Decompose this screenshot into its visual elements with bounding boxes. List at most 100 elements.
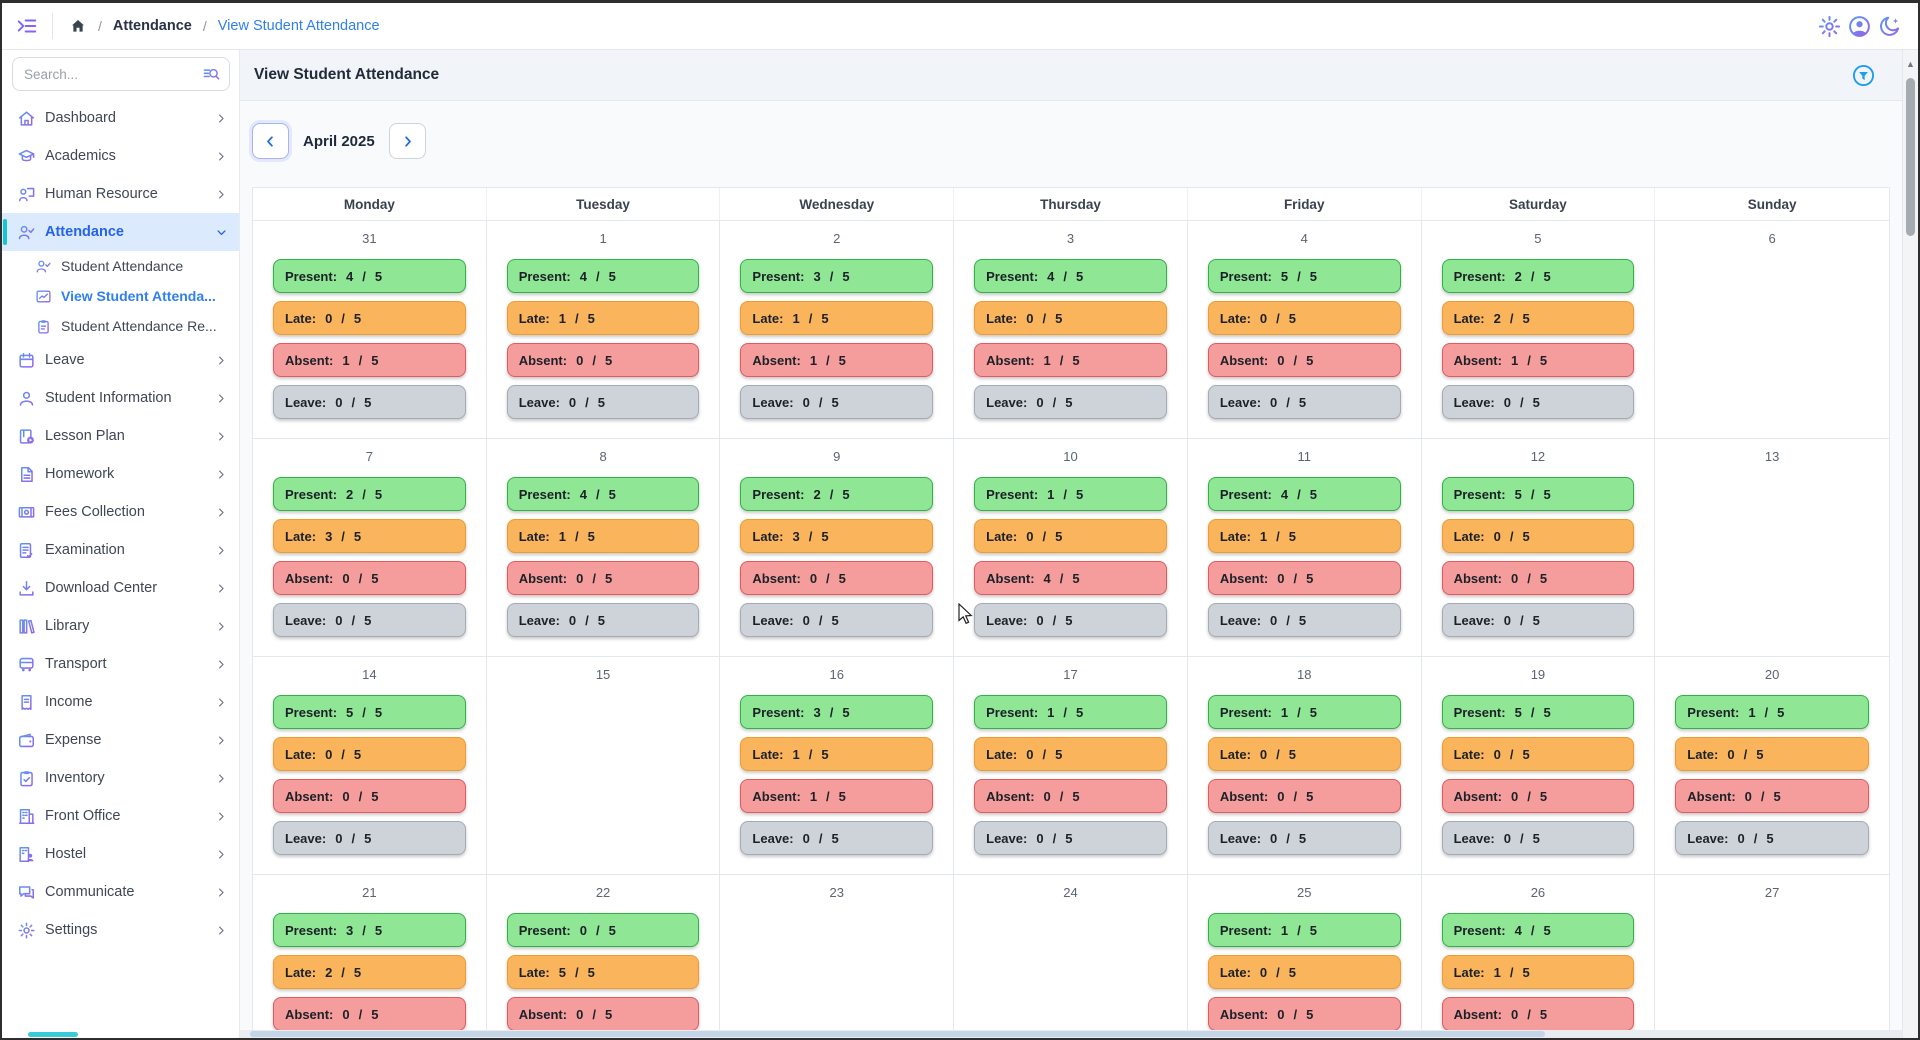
present-badge[interactable]: Present: 4/5 xyxy=(506,259,700,293)
next-month-button[interactable] xyxy=(388,123,426,159)
late-badge[interactable]: Late: 1/5 xyxy=(506,301,700,335)
late-badge[interactable]: Late: 0/5 xyxy=(974,519,1167,553)
calendar-day-cell[interactable]: 5 Present: 2/5 Late: 2/5 Absent: 1/5 Leave: 0/5 xyxy=(1422,221,1656,438)
leave-badge[interactable]: Leave: 0/5 xyxy=(740,821,934,855)
calendar-day-cell[interactable]: 23 xyxy=(720,875,955,1038)
absent-badge[interactable]: Absent: 0/5 xyxy=(506,997,700,1031)
present-badge[interactable]: Present: 4/5 xyxy=(1207,477,1401,511)
vertical-scrollbar[interactable]: ▲ xyxy=(1902,50,1918,1038)
search-icon[interactable] xyxy=(202,65,221,84)
sidebar-item-fees-collection[interactable]: Fees Collection xyxy=(2,493,239,531)
late-badge[interactable]: Late: 2/5 xyxy=(1441,301,1635,335)
absent-badge[interactable]: Absent: 0/5 xyxy=(1207,343,1401,377)
leave-badge[interactable]: Leave: 0/5 xyxy=(273,821,466,855)
sidebar-item-settings[interactable]: Settings xyxy=(2,911,239,949)
calendar-day-cell[interactable]: 13 xyxy=(1655,439,1889,656)
leave-badge[interactable]: Leave: 0/5 xyxy=(974,821,1167,855)
sidebar-item-expense[interactable]: Expense xyxy=(2,721,239,759)
present-badge[interactable]: Present: 2/5 xyxy=(1441,259,1635,293)
leave-badge[interactable]: Leave: 0/5 xyxy=(506,385,700,419)
sidebar-item-download-center[interactable]: Download Center xyxy=(2,569,239,607)
calendar-day-cell[interactable]: 18 Present: 1/5 Late: 0/5 Absent: 0/5 Leave: 0/5 xyxy=(1188,657,1422,874)
sidebar-subitem-view-student-attenda[interactable]: View Student Attenda... xyxy=(2,281,239,311)
late-badge[interactable]: Late: 0/5 xyxy=(273,737,466,771)
prev-month-button[interactable] xyxy=(252,123,289,159)
absent-badge[interactable]: Absent: 0/5 xyxy=(740,561,934,595)
late-badge[interactable]: Late: 0/5 xyxy=(1207,955,1401,989)
late-badge[interactable]: Late: 0/5 xyxy=(1441,519,1635,553)
horizontal-scrollbar-thumb[interactable] xyxy=(250,1031,1545,1037)
sidebar-item-academics[interactable]: Academics xyxy=(2,137,239,175)
calendar-day-cell[interactable]: 20 Present: 1/5 Late: 0/5 Absent: 0/5 Leave: 0/5 xyxy=(1655,657,1889,874)
absent-badge[interactable]: Absent: 4/5 xyxy=(974,561,1167,595)
leave-badge[interactable]: Leave: 0/5 xyxy=(974,603,1167,637)
present-badge[interactable]: Present: 1/5 xyxy=(1207,695,1401,729)
calendar-day-cell[interactable]: 31 Present: 4/5 Late: 0/5 Absent: 1/5 Leave: 0/5 xyxy=(253,221,487,438)
leave-badge[interactable]: Leave: 0/5 xyxy=(740,385,934,419)
sidebar-item-transport[interactable]: Transport xyxy=(2,645,239,683)
sidebar-item-lesson-plan[interactable]: Lesson Plan xyxy=(2,417,239,455)
absent-badge[interactable]: Absent: 0/5 xyxy=(1441,561,1635,595)
calendar-day-cell[interactable]: 17 Present: 1/5 Late: 0/5 Absent: 0/5 Leave: 0/5 xyxy=(954,657,1188,874)
calendar-day-cell[interactable]: 27 xyxy=(1655,875,1889,1038)
horizontal-scrollbar[interactable] xyxy=(240,1030,1902,1038)
late-badge[interactable]: Late: 0/5 xyxy=(1207,301,1401,335)
present-badge[interactable]: Present: 4/5 xyxy=(506,477,700,511)
absent-badge[interactable]: Absent: 1/5 xyxy=(273,343,466,377)
late-badge[interactable]: Late: 1/5 xyxy=(1207,519,1401,553)
calendar-day-cell[interactable]: 1 Present: 4/5 Late: 1/5 Absent: 0/5 Leave: 0/5 xyxy=(487,221,721,438)
sidebar-scrollbar-thumb[interactable] xyxy=(28,1032,78,1037)
absent-badge[interactable]: Absent: 0/5 xyxy=(974,779,1167,813)
leave-badge[interactable]: Leave: 0/5 xyxy=(740,603,934,637)
late-badge[interactable]: Late: 3/5 xyxy=(273,519,466,553)
late-badge[interactable]: Late: 0/5 xyxy=(273,301,466,335)
breadcrumb-current[interactable]: View Student Attendance xyxy=(217,18,380,34)
absent-badge[interactable]: Absent: 1/5 xyxy=(974,343,1167,377)
scroll-up-arrow[interactable]: ▲ xyxy=(1906,59,1915,69)
dark-mode-icon[interactable] xyxy=(1877,14,1902,39)
absent-badge[interactable]: Absent: 1/5 xyxy=(740,779,934,813)
sidebar-item-dashboard[interactable]: Dashboard xyxy=(2,99,239,137)
leave-badge[interactable]: Leave: 0/5 xyxy=(1207,385,1401,419)
late-badge[interactable]: Late: 2/5 xyxy=(273,955,466,989)
calendar-day-cell[interactable]: 24 xyxy=(954,875,1188,1038)
present-badge[interactable]: Present: 5/5 xyxy=(1441,695,1635,729)
present-badge[interactable]: Present: 5/5 xyxy=(1207,259,1401,293)
absent-badge[interactable]: Absent: 0/5 xyxy=(1207,779,1401,813)
calendar-day-cell[interactable]: 8 Present: 4/5 Late: 1/5 Absent: 0/5 Leave: 0/5 xyxy=(487,439,721,656)
absent-badge[interactable]: Absent: 0/5 xyxy=(273,997,466,1031)
present-badge[interactable]: Present: 3/5 xyxy=(740,695,934,729)
leave-badge[interactable]: Leave: 0/5 xyxy=(273,603,466,637)
sidebar-subitem-student-attendance-re[interactable]: Student Attendance Re... xyxy=(2,311,239,341)
sidebar-item-library[interactable]: Library xyxy=(2,607,239,645)
present-badge[interactable]: Present: 3/5 xyxy=(740,259,934,293)
sidebar-item-student-information[interactable]: Student Information xyxy=(2,379,239,417)
late-badge[interactable]: Late: 0/5 xyxy=(1441,737,1635,771)
calendar-day-cell[interactable]: 15 xyxy=(487,657,721,874)
absent-badge[interactable]: Absent: 0/5 xyxy=(506,561,700,595)
absent-badge[interactable]: Absent: 0/5 xyxy=(1675,779,1869,813)
present-badge[interactable]: Present: 1/5 xyxy=(1207,913,1401,947)
sidebar-item-inventory[interactable]: Inventory xyxy=(2,759,239,797)
late-badge[interactable]: Late: 1/5 xyxy=(740,737,934,771)
leave-badge[interactable]: Leave: 0/5 xyxy=(1441,385,1635,419)
absent-badge[interactable]: Absent: 0/5 xyxy=(273,779,466,813)
leave-badge[interactable]: Leave: 0/5 xyxy=(1441,603,1635,637)
calendar-day-cell[interactable]: 4 Present: 5/5 Late: 0/5 Absent: 0/5 Leave: 0/5 xyxy=(1188,221,1422,438)
sidebar-item-human-resource[interactable]: Human Resource xyxy=(2,175,239,213)
calendar-day-cell[interactable]: 3 Present: 4/5 Late: 0/5 Absent: 1/5 Leave: 0/5 xyxy=(954,221,1188,438)
present-badge[interactable]: Present: 2/5 xyxy=(273,477,466,511)
calendar-day-cell[interactable]: 16 Present: 3/5 Late: 1/5 Absent: 1/5 Leave: 0/5 xyxy=(720,657,955,874)
leave-badge[interactable]: Leave: 0/5 xyxy=(1675,821,1869,855)
sidebar-item-front-office[interactable]: Front Office xyxy=(2,797,239,835)
calendar-day-cell[interactable]: 19 Present: 5/5 Late: 0/5 Absent: 0/5 Leave: 0/5 xyxy=(1422,657,1656,874)
calendar-day-cell[interactable]: 7 Present: 2/5 Late: 3/5 Absent: 0/5 Leave: 0/5 xyxy=(253,439,487,656)
sidebar-item-homework[interactable]: Homework xyxy=(2,455,239,493)
calendar-day-cell[interactable]: 11 Present: 4/5 Late: 1/5 Absent: 0/5 Leave: 0/5 xyxy=(1188,439,1422,656)
late-badge[interactable]: Late: 0/5 xyxy=(974,301,1167,335)
late-badge[interactable]: Late: 1/5 xyxy=(506,519,700,553)
absent-badge[interactable]: Absent: 0/5 xyxy=(1441,997,1635,1031)
present-badge[interactable]: Present: 2/5 xyxy=(740,477,934,511)
filter-icon[interactable] xyxy=(1851,63,1876,88)
